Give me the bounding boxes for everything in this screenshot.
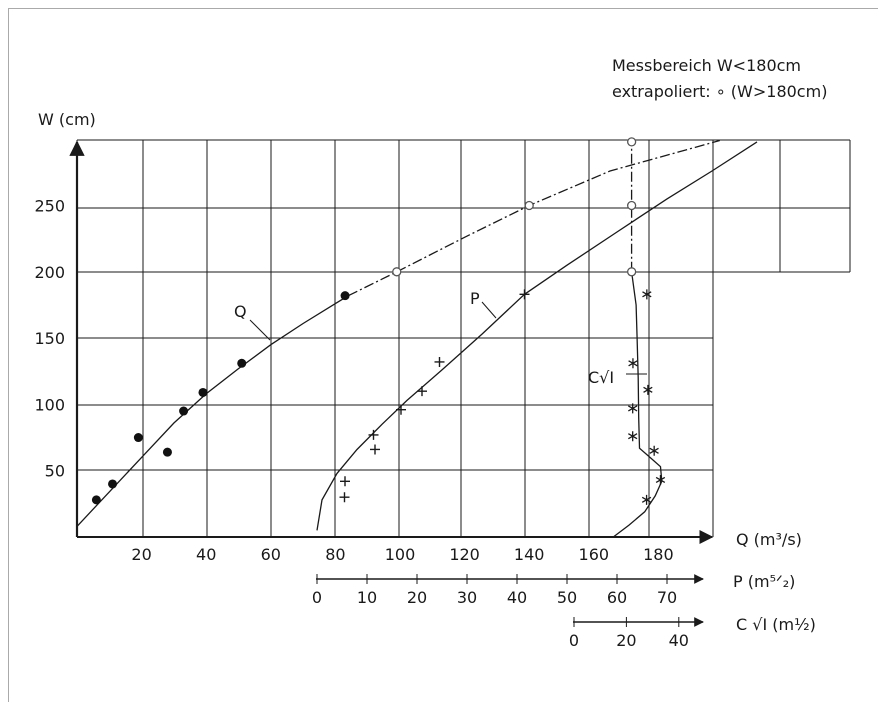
q-tick-label-120: 120 [449,545,480,564]
q-tick-label-100: 100 [385,545,416,564]
q-tick-label-160: 160 [579,545,610,564]
text-labels: Q P C√I Messbereich W<180cm extrapoliert: ∘ … [234,56,827,387]
w-tick-label-200: 200 [34,263,65,282]
p-tick-label-10: 10 [357,588,377,607]
c-curve-label: C√I [588,368,614,387]
data-point-asterisk [643,384,653,395]
c-tick-label-40: 40 [669,631,689,650]
data-point-dot [108,479,118,489]
data-point-plus [417,386,427,397]
data-point-dot [340,291,350,301]
q-curve-label: Q [234,302,247,321]
legend-measured-range: Messbereich W<180cm [612,56,801,75]
figure-frame [8,8,878,702]
q-extrapolated-curve [348,139,720,297]
q-label-leader [249,319,271,341]
p-label-leader [481,301,497,319]
data-point-dot [133,433,143,443]
data-point-circle [626,200,637,211]
p-tick-label-30: 30 [457,588,477,607]
data-point-dot [91,495,101,505]
q-axis-label: Q (m³/s) [736,530,802,549]
data-point-dot [198,387,208,397]
data-point-asterisk [628,358,638,369]
data-point-plus [368,429,379,440]
data-point-asterisk [649,445,659,456]
p-tick-label-40: 40 [507,588,527,607]
c-axis-label: C √I (m½) [736,615,816,634]
q-tick-label-180: 180 [643,545,674,564]
p-fit-curve [316,141,758,531]
legend-extrapolated: extrapoliert: ∘ (W>180cm) [612,82,827,101]
data-point-plus [370,444,380,455]
data-point-circle [626,267,637,277]
fit-curves [76,139,758,538]
p-curve-label: P [470,289,480,308]
data-point-dot [179,406,189,416]
w-tick-label-100: 100 [34,395,65,414]
data-point-circle [392,267,402,277]
data-point-plus [519,289,530,300]
w-tick-label-50: 50 [45,462,65,481]
data-point-asterisk [642,289,652,300]
data-point-asterisk [628,403,638,414]
data-point-circle [524,200,534,211]
data-point-asterisk [655,474,666,485]
p-tick-label-20: 20 [407,588,427,607]
data-point-plus [396,404,406,415]
data-point-dot [162,447,172,457]
q-tick-label-140: 140 [514,545,545,564]
p-axis-label: P (m⁵ᐟ₂) [733,572,795,591]
p-tick-label-60: 60 [607,588,627,607]
q-tick-label-80: 80 [325,545,345,564]
data-point-circle [626,137,637,147]
p-tick-label-50: 50 [557,588,577,607]
p-tick-label-70: 70 [657,588,677,607]
q-tick-label-20: 20 [131,545,151,564]
data-point-plus [340,476,350,487]
data-point-plus [434,356,445,367]
q-fit-curve [76,295,349,527]
data-point-plus [339,492,350,503]
w-tick-label-250: 250 [34,197,65,216]
c-tick-label-0: 0 [569,631,579,650]
c-fit-curve [612,271,663,538]
q-tick-label-60: 60 [261,545,281,564]
data-point-asterisk [628,431,638,442]
q-tick-label-40: 40 [196,545,216,564]
w-axis-label: W (cm) [38,110,96,129]
data-point-asterisk [641,494,652,505]
w-tick-label-150: 150 [34,329,65,348]
p-tick-label-0: 0 [312,588,322,607]
grid [76,139,851,538]
c-tick-label-20: 20 [616,631,636,650]
data-point-dot [237,358,247,368]
data-points [91,137,666,505]
